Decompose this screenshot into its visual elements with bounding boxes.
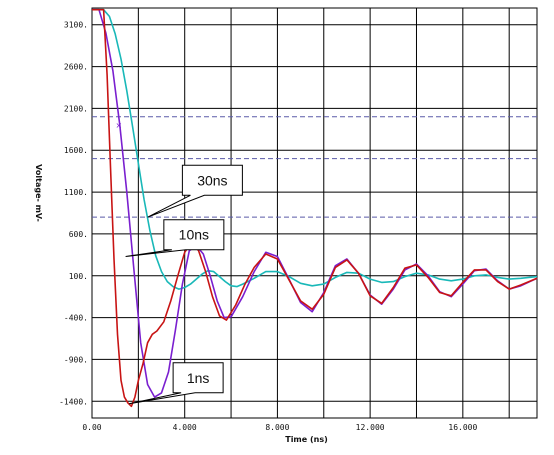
callout-bubble-1ns xyxy=(128,362,224,405)
y-tick-label-8: -900. xyxy=(64,355,88,364)
x-tick-label-8: 16.000 xyxy=(448,423,477,432)
y-tick-label-7: -400. xyxy=(64,314,88,323)
x-tick-label-0: 0.00 xyxy=(82,423,101,432)
series-lines: × xyxy=(92,8,538,408)
y-tick-label-5: 600. xyxy=(69,230,88,239)
callout-label-30ns: 30ns xyxy=(197,172,227,188)
series-line-30ns xyxy=(92,8,538,290)
series-marker-10ns: × xyxy=(115,121,122,130)
y-tick-label-9: -1400. xyxy=(59,397,88,406)
x-tick-label-2: 4.000 xyxy=(173,423,197,432)
reference-lines xyxy=(92,116,537,218)
y-tick-label-4: 1100. xyxy=(64,188,88,197)
y-tick-label-3: 1600. xyxy=(64,146,88,155)
callout-label-10ns: 10ns xyxy=(179,227,209,243)
series-line-1ns xyxy=(92,8,538,408)
x-tick-label-6: 12.000 xyxy=(356,423,385,432)
y-tick-label-0: 3100. xyxy=(64,21,88,30)
callout-label-1ns: 1ns xyxy=(187,370,210,386)
callouts: 30ns 10ns 1ns xyxy=(125,164,243,405)
y-tick-label-6: 100. xyxy=(69,272,88,281)
y-axis-title: Voltage- mV- xyxy=(34,164,43,222)
callout-bubble-10ns xyxy=(125,219,225,258)
x-tick-label-4: 8.000 xyxy=(265,423,289,432)
series-line-10ns xyxy=(92,8,538,398)
x-axis-title: Time (ns) xyxy=(285,435,328,444)
tick-labels: 3100. 2600. 2100. 1600. 1100. 600. 100. -400. -9… xyxy=(59,21,477,432)
y-tick-label-2: 2100. xyxy=(64,104,88,113)
y-tick-label-1: 2600. xyxy=(64,63,88,72)
callout-bubble-30ns xyxy=(147,164,243,218)
